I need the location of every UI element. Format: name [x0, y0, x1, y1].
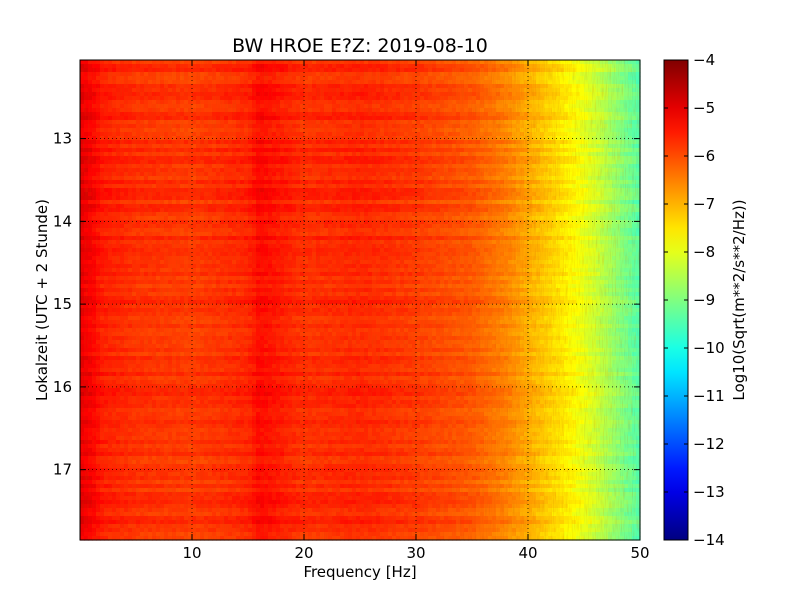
chart-title: BW HROE E?Z: 2019-08-10 [232, 35, 488, 57]
plot-area [79, 59, 641, 541]
